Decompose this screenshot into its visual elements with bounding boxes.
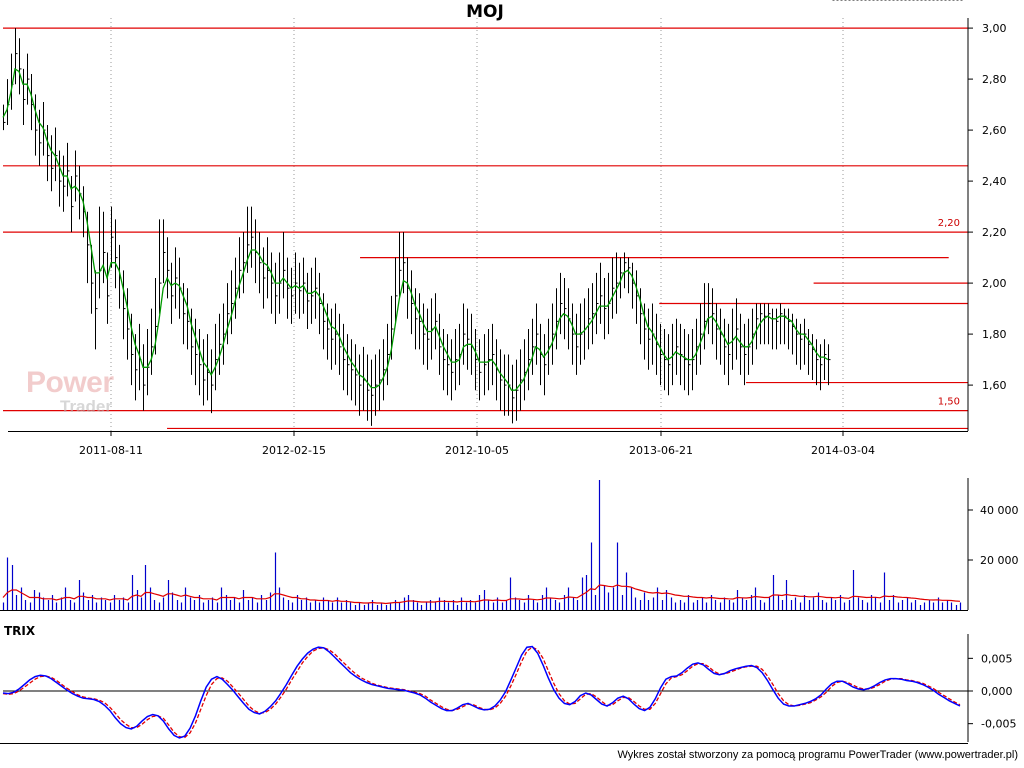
y-tick-label: 2,80 <box>982 73 1007 86</box>
y-tick-label: 0,005 <box>981 652 1013 665</box>
y-tick-label: 1,80 <box>982 328 1007 341</box>
y-tick-label: 0,000 <box>981 685 1013 698</box>
y-tick-label: 2,20 <box>982 226 1007 239</box>
trix-signal-line <box>3 647 960 737</box>
y-tick-label: 2,60 <box>982 124 1007 137</box>
x-tick-label: 2011-08-11 <box>79 444 143 457</box>
y-tick-label: 40 000 <box>980 504 1019 517</box>
level-label: 2,20 <box>938 218 960 229</box>
footer-credit: Wykres został stworzony za pomocą progra… <box>540 749 1018 761</box>
trix-chart[interactable]: -0,005 0,000 0,005 <box>0 620 1024 748</box>
volume-average-line <box>3 585 960 604</box>
volume-bars <box>4 480 961 610</box>
volume-chart[interactable]: 20 000 40 000 <box>0 470 1024 620</box>
level-label: 1,50 <box>938 397 960 408</box>
y-tick-label: 2,00 <box>982 277 1007 290</box>
y-tick-label: 1,60 <box>982 379 1007 392</box>
y-tick-label: -0,005 <box>981 718 1016 731</box>
x-tick-label: 2012-02-15 <box>262 444 326 457</box>
y-tick-label: 2,40 <box>982 175 1007 188</box>
y-tick-label: 3,00 <box>982 22 1007 35</box>
trix-line <box>3 647 960 738</box>
y-tick-label: 20 000 <box>980 554 1019 567</box>
price-chart[interactable]: 2011-08-11 2012-02-15 2012-10-05 2013-06-21… <box>0 0 1024 470</box>
x-tick-label: 2014-03-04 <box>811 444 875 457</box>
x-tick-label: 2012-10-05 <box>445 444 509 457</box>
x-tick-label: 2013-06-21 <box>629 444 693 457</box>
